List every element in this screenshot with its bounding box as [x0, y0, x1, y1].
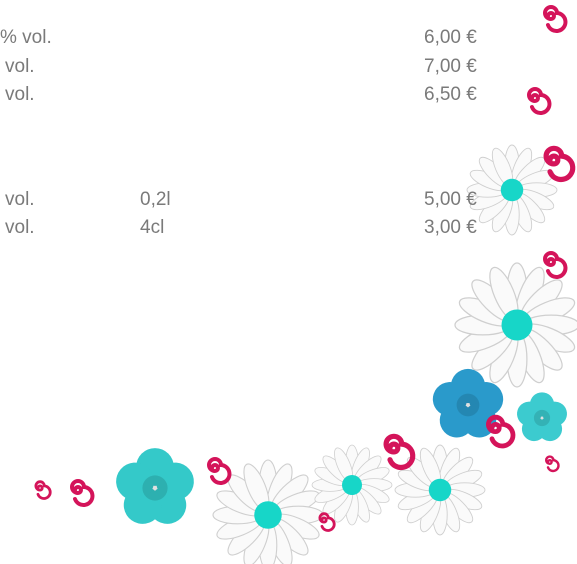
- swirl: [529, 89, 549, 113]
- daisy: [395, 445, 485, 535]
- page: % vol. 6,00 € vol. 7,00 € vol. 6,50 € vo…: [0, 0, 577, 564]
- swirl: [546, 148, 573, 179]
- label: % vol.: [0, 27, 52, 49]
- price: 3,00 €: [424, 217, 477, 239]
- label: vol.: [5, 189, 35, 211]
- swirl: [386, 436, 413, 467]
- price: 6,50 €: [424, 84, 477, 106]
- swirl: [209, 459, 229, 483]
- amount: 4cl: [140, 217, 164, 239]
- daisy: [455, 263, 577, 387]
- daisy: [467, 145, 557, 235]
- label: vol.: [5, 56, 35, 78]
- label: vol.: [5, 217, 35, 239]
- amount: 0,2l: [140, 189, 171, 211]
- price: 5,00 €: [424, 189, 477, 211]
- price: 7,00 €: [424, 56, 477, 78]
- label: vol.: [5, 84, 35, 106]
- swirl: [545, 253, 565, 277]
- swirl: [36, 482, 50, 499]
- swirl: [72, 481, 92, 505]
- price: 6,00 €: [424, 27, 477, 49]
- decoration: [0, 0, 577, 564]
- swirl: [545, 7, 565, 31]
- blossom: [514, 392, 570, 446]
- swirl: [546, 457, 558, 471]
- blossom: [111, 448, 199, 531]
